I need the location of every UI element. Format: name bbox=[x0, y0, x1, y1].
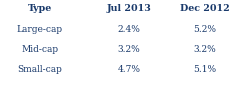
Text: 3.2%: 3.2% bbox=[118, 45, 141, 54]
Text: Dec 2012: Dec 2012 bbox=[180, 4, 229, 13]
Text: Mid-cap: Mid-cap bbox=[21, 45, 59, 54]
Text: Small-cap: Small-cap bbox=[18, 65, 62, 74]
Text: 5.1%: 5.1% bbox=[193, 65, 216, 74]
Text: 4.7%: 4.7% bbox=[118, 65, 141, 74]
Text: 2.4%: 2.4% bbox=[118, 25, 141, 34]
Text: Large-cap: Large-cap bbox=[17, 25, 63, 34]
Text: Jul 2013: Jul 2013 bbox=[107, 4, 152, 13]
Text: Type: Type bbox=[28, 4, 52, 13]
Text: 5.2%: 5.2% bbox=[193, 25, 216, 34]
Text: 3.2%: 3.2% bbox=[193, 45, 216, 54]
